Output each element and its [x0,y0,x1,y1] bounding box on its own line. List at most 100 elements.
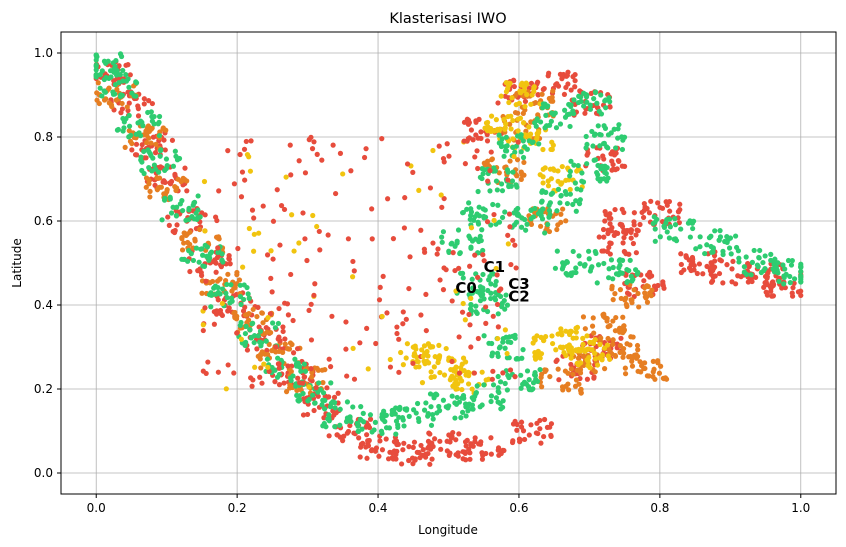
scatter-point-green [469,238,476,244]
scatter-point-green [156,169,162,175]
scatter-point-orange [547,373,553,380]
scatter-point-green [305,398,311,404]
scatter-point-orange [184,178,190,184]
scatter-point-green [502,306,508,312]
scatter-point-green [798,278,804,285]
scatter-point-green [798,264,804,270]
scatter-point-green [470,285,476,291]
scatter-point-orange [148,140,154,146]
scatter-point-orange [320,380,326,386]
scatter-point-red [406,444,412,450]
scatter-point-green [492,282,498,288]
scatter-point-green [470,406,476,412]
scatter-point-yellow [451,375,457,381]
scatter-point-green [564,200,571,207]
scatter-point-green [633,267,639,273]
scatter-point-green [787,279,793,286]
scatter-point-red [607,251,613,257]
scatter-point-green [567,168,573,175]
scatter-point-red [688,261,694,268]
scatter-point-yellow [559,163,565,170]
scatter-point-red [667,208,673,214]
scatter-point-red [749,278,755,285]
scatter-point-green [627,257,633,263]
scatter-point-green [149,118,155,124]
scatter-point-red [390,236,397,242]
scatter-point-yellow [479,369,485,375]
scatter-point-yellow [528,101,534,107]
scatter-point-yellow [314,223,320,230]
scatter-point-green [583,91,589,98]
scatter-point-red [160,179,166,185]
scatter-point-red [146,98,152,104]
scatter-point-red [248,138,254,144]
scatter-point-green [330,399,336,405]
scatter-point-red [565,81,571,87]
scatter-point-red [465,136,471,142]
scatter-point-green [487,273,493,280]
scatter-point-green [789,258,795,264]
scatter-point-green [499,136,505,142]
scatter-point-red [798,288,804,294]
scatter-point-green [185,258,191,264]
scatter-point-green [760,259,766,266]
scatter-point-red [600,226,607,233]
scatter-point-green [332,405,338,411]
scatter-point-green [478,293,484,299]
scatter-point-orange [94,90,100,96]
scatter-point-green [243,323,249,329]
scatter-point-green [562,114,569,120]
scatter-point-green [499,214,506,221]
scatter-point-red [554,81,560,87]
scatter-point-yellow [240,264,246,270]
scatter-point-red [535,430,541,437]
scatter-point-red [172,173,178,179]
scatter-point-red [237,151,243,158]
scatter-point-orange [119,100,125,107]
scatter-point-red [466,446,472,453]
scatter-point-green [107,68,114,74]
scatter-point-green [421,407,428,413]
y-tick-label: 0.0 [34,466,53,480]
scatter-point-orange [258,365,264,371]
scatter-point-red [363,146,369,152]
scatter-point-red [718,258,725,264]
scatter-point-orange [209,278,216,285]
scatter-point-red [276,382,283,388]
scatter-point-red [641,200,647,207]
scatter-point-green [741,264,747,270]
scatter-point-yellow [419,380,426,386]
scatter-point-green [485,287,491,294]
scatter-point-green [428,422,435,428]
scatter-point-red [125,62,131,68]
scatter-point-green [570,201,576,208]
scatter-point-yellow [461,368,467,374]
scatter-point-red [620,240,626,246]
scatter-point-green [546,214,552,220]
scatter-point-yellow [468,225,475,231]
scatter-point-green [298,368,304,374]
scatter-point-red [507,224,513,230]
scatter-point-red [251,215,257,221]
scatter-point-green [372,419,379,425]
scatter-point-red [278,202,285,209]
scatter-point-orange [322,367,328,373]
scatter-point-orange [156,175,163,181]
scatter-point-green [693,246,699,252]
scatter-point-green [476,204,482,210]
scatter-point-red [618,335,624,341]
scatter-point-green [465,404,471,410]
scatter-point-green [156,113,163,120]
scatter-point-yellow [520,120,527,126]
scatter-point-green [607,99,613,105]
scatter-point-green [562,188,569,195]
scatter-point-red [398,461,405,467]
scatter-point-red [198,272,205,279]
scatter-point-red [217,307,224,314]
scatter-point-green [183,217,189,223]
scatter-point-green [582,262,588,268]
scatter-point-green [319,402,325,408]
scatter-point-green [542,125,548,131]
scatter-point-green [495,385,501,391]
scatter-point-green [717,234,724,240]
